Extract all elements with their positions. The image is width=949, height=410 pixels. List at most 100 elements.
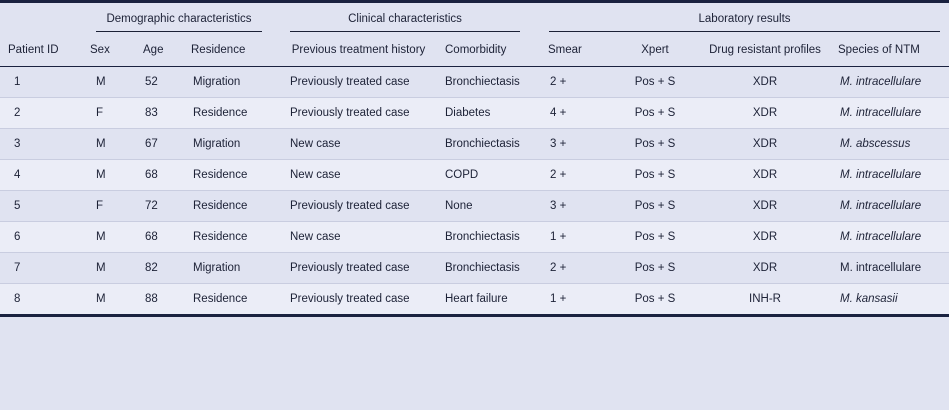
cell-drug: INH-R bbox=[700, 283, 831, 316]
group-demographic-label: Demographic characteristics bbox=[96, 12, 262, 32]
cell-species: M. intracellulare bbox=[830, 252, 949, 284]
species-name: M. abscessus bbox=[840, 138, 911, 150]
cell-patient-id: 2 bbox=[0, 97, 82, 129]
col-header-comorbidity: Comorbidity bbox=[437, 33, 541, 67]
cell-age: 67 bbox=[135, 128, 183, 160]
cell-comorbidity: COPD bbox=[437, 159, 541, 191]
cell-comorbidity: None bbox=[437, 190, 541, 222]
group-clinical: Clinical characteristics bbox=[280, 1, 541, 33]
cell-history: Previously treated case bbox=[280, 190, 437, 222]
cell-residence: Migration bbox=[183, 66, 280, 98]
group-clinical-label: Clinical characteristics bbox=[290, 12, 521, 32]
cell-xpert: Pos + S bbox=[610, 128, 701, 160]
cell-species: M. intracellulare bbox=[830, 221, 949, 253]
cell-patient-id: 4 bbox=[0, 159, 82, 191]
cell-comorbidity: Bronchiectasis bbox=[437, 252, 541, 284]
cell-xpert: Pos + S bbox=[610, 252, 701, 284]
table-row: 8 M 88 Residence Previously treated case… bbox=[0, 283, 949, 316]
cell-smear: 2 + bbox=[540, 159, 611, 191]
cell-sex: M bbox=[82, 128, 135, 160]
cell-history: New case bbox=[280, 128, 437, 160]
group-spacer bbox=[0, 1, 82, 33]
cell-age: 72 bbox=[135, 190, 183, 222]
table-row: 5 F 72 Residence Previously treated case… bbox=[0, 190, 949, 222]
cell-residence: Residence bbox=[183, 283, 280, 316]
cell-drug: XDR bbox=[700, 221, 831, 253]
species-name: M. intracellulare bbox=[840, 107, 922, 119]
cell-xpert: Pos + S bbox=[610, 159, 701, 191]
cell-age: 88 bbox=[135, 283, 183, 316]
cell-comorbidity: Bronchiectasis bbox=[437, 128, 541, 160]
species-name: M. intracellulare bbox=[840, 76, 922, 88]
cell-patient-id: 5 bbox=[0, 190, 82, 222]
cell-history: Previously treated case bbox=[280, 97, 437, 129]
cell-species: M. abscessus bbox=[830, 128, 949, 160]
cell-comorbidity: Bronchiectasis bbox=[437, 66, 541, 98]
cell-residence: Residence bbox=[183, 221, 280, 253]
cell-xpert: Pos + S bbox=[610, 283, 701, 316]
cell-comorbidity: Diabetes bbox=[437, 97, 541, 129]
cell-species: M. kansasii bbox=[830, 283, 949, 316]
cell-smear: 1 + bbox=[540, 221, 611, 253]
cell-age: 52 bbox=[135, 66, 183, 98]
cell-age: 83 bbox=[135, 97, 183, 129]
table-row: 4 M 68 Residence New case COPD 2 + Pos +… bbox=[0, 159, 949, 191]
cell-sex: F bbox=[82, 190, 135, 222]
cell-history: New case bbox=[280, 221, 437, 253]
cell-drug: XDR bbox=[700, 128, 831, 160]
cell-species: M. intracellulare bbox=[830, 190, 949, 222]
cell-patient-id: 6 bbox=[0, 221, 82, 253]
table-row: 7 M 82 Migration Previously treated case… bbox=[0, 252, 949, 284]
cell-sex: M bbox=[82, 221, 135, 253]
table-row: 1 M 52 Migration Previously treated case… bbox=[0, 66, 949, 98]
cell-history: New case bbox=[280, 159, 437, 191]
cell-species: M. intracellulare bbox=[830, 66, 949, 98]
cell-age: 82 bbox=[135, 252, 183, 284]
cell-xpert: Pos + S bbox=[610, 190, 701, 222]
cell-history: Previously treated case bbox=[280, 252, 437, 284]
cell-residence: Migration bbox=[183, 252, 280, 284]
cell-drug: XDR bbox=[700, 159, 831, 191]
table-row: 6 M 68 Residence New case Bronchiectasis… bbox=[0, 221, 949, 253]
col-header-drug: Drug resistant profiles bbox=[700, 33, 831, 67]
cell-residence: Residence bbox=[183, 159, 280, 191]
column-header-row: Patient ID Sex Age Residence Previous tr… bbox=[0, 33, 949, 67]
cell-drug: XDR bbox=[700, 190, 831, 222]
cell-residence: Residence bbox=[183, 190, 280, 222]
group-demographic: Demographic characteristics bbox=[82, 1, 280, 33]
cell-smear: 2 + bbox=[540, 252, 611, 284]
col-header-patient-id: Patient ID bbox=[0, 33, 82, 67]
species-name: M. intracellulare bbox=[840, 169, 922, 181]
cell-comorbidity: Bronchiectasis bbox=[437, 221, 541, 253]
cell-species: M. intracellulare bbox=[830, 159, 949, 191]
cell-comorbidity: Heart failure bbox=[437, 283, 541, 316]
cell-patient-id: 3 bbox=[0, 128, 82, 160]
cell-patient-id: 8 bbox=[0, 283, 82, 316]
cell-patient-id: 7 bbox=[0, 252, 82, 284]
cell-history: Previously treated case bbox=[280, 283, 437, 316]
cell-smear: 3 + bbox=[540, 190, 611, 222]
table-row: 3 M 67 Migration New case Bronchiectasis… bbox=[0, 128, 949, 160]
species-name: M. intracellulare bbox=[840, 262, 922, 274]
col-header-species: Species of NTM bbox=[830, 33, 949, 67]
cell-sex: M bbox=[82, 159, 135, 191]
cell-species: M. intracellulare bbox=[830, 97, 949, 129]
col-header-age: Age bbox=[135, 33, 183, 67]
col-header-smear: Smear bbox=[540, 33, 611, 67]
cell-residence: Residence bbox=[183, 97, 280, 129]
cell-smear: 1 + bbox=[540, 283, 611, 316]
cell-smear: 3 + bbox=[540, 128, 611, 160]
species-name: M. intracellulare bbox=[840, 200, 922, 212]
column-group-header-row: Demographic characteristics Clinical cha… bbox=[0, 1, 949, 33]
cell-residence: Migration bbox=[183, 128, 280, 160]
cell-drug: XDR bbox=[700, 252, 831, 284]
cell-smear: 4 + bbox=[540, 97, 611, 129]
patient-characteristics-table: Demographic characteristics Clinical cha… bbox=[0, 0, 949, 317]
cell-age: 68 bbox=[135, 221, 183, 253]
group-laboratory-label: Laboratory results bbox=[549, 12, 941, 32]
cell-age: 68 bbox=[135, 159, 183, 191]
cell-drug: XDR bbox=[700, 66, 831, 98]
col-header-residence: Residence bbox=[183, 33, 280, 67]
col-header-xpert: Xpert bbox=[610, 33, 701, 67]
